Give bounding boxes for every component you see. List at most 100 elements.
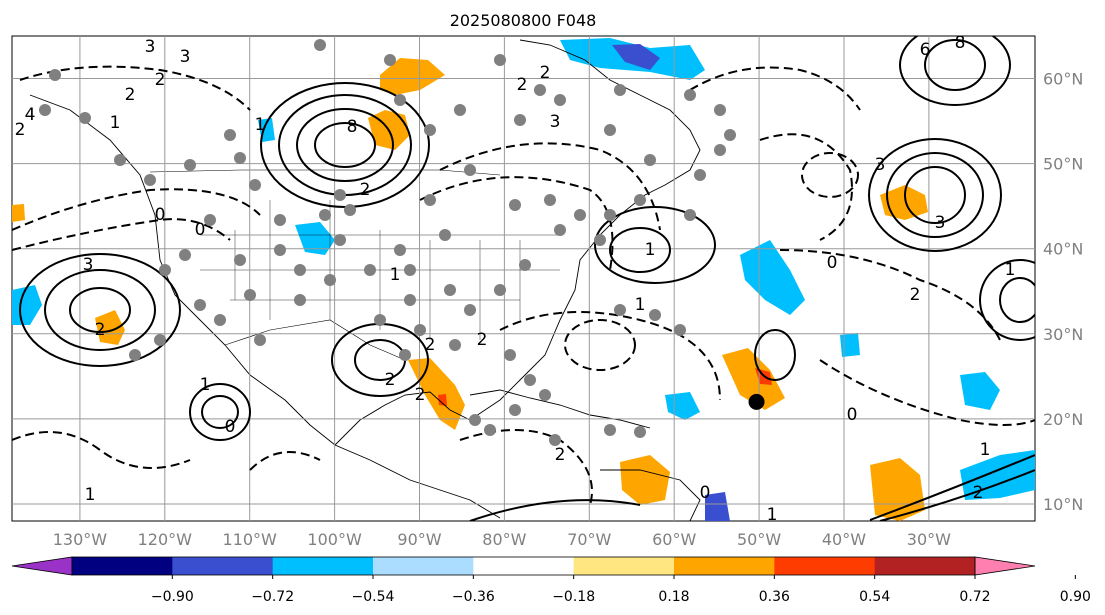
contour-line (869, 454, 1035, 521)
longitude-label: 100°W (307, 530, 362, 549)
contour-label: 3 (875, 155, 886, 175)
contour-line (879, 469, 1035, 521)
contour-line (609, 227, 671, 273)
longitude-label: 110°W (223, 530, 278, 549)
contour-line (868, 138, 1002, 252)
station-dot (79, 112, 91, 124)
colorbar-cell (373, 557, 474, 575)
contour-line (419, 176, 614, 271)
station-dot (574, 209, 586, 221)
contour-line (19, 253, 181, 367)
station-dot (274, 214, 286, 226)
contour-line (779, 249, 1001, 341)
colorbar-tick-label: −0.36 (452, 589, 495, 605)
station-dot (194, 299, 206, 311)
latitude-label: 20°N (1043, 410, 1083, 429)
contour-line (12, 431, 191, 469)
station-dot (714, 144, 726, 156)
contour-line (819, 359, 1035, 426)
contour-label: 2 (517, 75, 528, 95)
station-dot (524, 374, 536, 386)
border (149, 169, 501, 176)
station-dot (604, 424, 616, 436)
station-dot (644, 154, 656, 166)
contour-label: 1 (390, 265, 401, 285)
contour-label: 1 (767, 505, 778, 525)
positive-anomaly-region (380, 58, 445, 95)
longitude-label: 60°W (652, 530, 696, 549)
colorbar-tick-label: −0.54 (352, 589, 395, 605)
latitude-labels: 10°N 20°N 30°N 40°N 50°N 60°N (1043, 70, 1083, 514)
gridlines (12, 36, 1035, 521)
contour-label: 1 (255, 115, 266, 135)
contour-line (924, 39, 986, 91)
contour-label: 3 (550, 112, 561, 132)
station-dot (244, 289, 256, 301)
positive-anomaly-region (95, 310, 125, 345)
contour-line (189, 383, 251, 441)
contour-label: 6 (920, 40, 931, 60)
station-dot (684, 209, 696, 221)
contour-line (689, 66, 861, 111)
positive-anomaly-region (722, 348, 785, 410)
station-dot (384, 54, 396, 66)
longitude-label: 80°W (482, 530, 526, 549)
station-dot (724, 129, 736, 141)
negative-anomaly-region (740, 240, 805, 315)
contour-line (439, 142, 661, 231)
contour-label: 2 (95, 320, 106, 340)
contour-label: 1 (980, 440, 991, 460)
colorbar-extend-high (974, 556, 1036, 576)
colorbar-cell (473, 557, 575, 575)
colorbar-tick-label: 0.36 (759, 589, 790, 605)
contour-label: 3 (935, 213, 946, 233)
contour-label: 3 (180, 47, 191, 67)
longitude-labels: 130°W 120°W 110°W 100°W 90°W 80°W 70°W 60°W 50°W… (53, 530, 951, 549)
colorbar-tick-label: −0.90 (151, 589, 194, 605)
colorbar-cell (874, 557, 976, 575)
negative-anomaly-region (295, 222, 335, 255)
station-dot (519, 259, 531, 271)
station-dot (534, 84, 546, 96)
station-dot (444, 284, 456, 296)
latitude-label: 40°N (1043, 240, 1083, 259)
contour-label: 3 (145, 37, 156, 57)
station-dot (324, 274, 336, 286)
station-dot (509, 199, 521, 211)
contour-line (19, 65, 251, 111)
station-dot (364, 264, 376, 276)
strong-negative-anomaly-region (612, 44, 660, 70)
station-dot (319, 209, 331, 221)
strong-negative-anomaly-region (705, 492, 730, 521)
colorbar-cell (272, 557, 374, 575)
contour-label: 0 (155, 205, 166, 225)
colorbar-tick-label: 0.54 (859, 589, 890, 605)
station-dot (374, 314, 386, 326)
negative-anomaly-region (840, 333, 860, 357)
contour-layer-negative (12, 65, 1035, 506)
contour-label: 0 (195, 220, 206, 240)
station-dot (614, 84, 626, 96)
colorbar-cell (774, 557, 876, 575)
station-dot (634, 426, 646, 438)
station-dot (334, 189, 346, 201)
contour-label: 1 (645, 240, 656, 260)
station-dot (144, 174, 156, 186)
contour-label: 1 (1005, 260, 1016, 280)
station-dot (494, 54, 506, 66)
station-dot (504, 349, 516, 361)
contour-line (759, 133, 853, 241)
colorbar-cell (72, 557, 173, 575)
station-dot (154, 334, 166, 346)
station-dot (254, 334, 266, 346)
contour-label: 2 (555, 445, 566, 465)
station-dot (544, 194, 556, 206)
station-dot (424, 194, 436, 206)
coastline (29, 94, 501, 519)
station-dot (494, 284, 506, 296)
station-dot (439, 229, 451, 241)
colorbar-outline (71, 556, 976, 576)
contour-label: 2 (477, 330, 488, 350)
